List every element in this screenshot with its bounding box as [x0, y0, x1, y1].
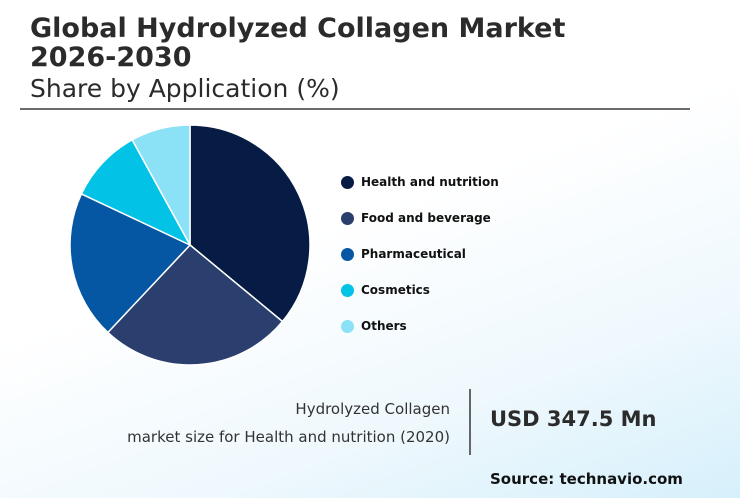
- legend-swatch: [341, 248, 354, 261]
- legend-item: Food and beverage: [341, 211, 499, 247]
- market-size-label-line2: market size for Health and nutrition (20…: [127, 428, 450, 446]
- legend-item: Pharmaceutical: [341, 247, 499, 283]
- legend-item: Health and nutrition: [341, 175, 499, 211]
- legend-item: Cosmetics: [341, 283, 499, 319]
- legend-swatch: [341, 284, 354, 297]
- chart-title: Global Hydrolyzed Collagen Market 2026-2…: [30, 13, 566, 73]
- source-credit: Source: technavio.com: [490, 470, 683, 488]
- pie-slice-food-and-beverage: [106, 243, 284, 366]
- market-size-label-line1: Hydrolyzed Collagen: [295, 400, 450, 418]
- legend-label: Others: [361, 319, 407, 333]
- vertical-divider: [469, 389, 471, 455]
- legend-swatch: [341, 320, 354, 333]
- divider: [20, 108, 690, 110]
- legend-swatch: [341, 212, 354, 225]
- legend-label: Cosmetics: [361, 283, 430, 297]
- chart-subtitle: Share by Application (%): [30, 74, 340, 103]
- legend-label: Food and beverage: [361, 211, 491, 225]
- pie-slice-cosmetics: [80, 138, 192, 247]
- legend-label: Health and nutrition: [361, 175, 499, 189]
- market-size-value: USD 347.5 Mn: [490, 407, 657, 431]
- legend-swatch: [341, 176, 354, 189]
- legend-label: Pharmaceutical: [361, 247, 466, 261]
- chart-legend: Health and nutrition Food and beverage Pha…: [341, 175, 499, 355]
- pie-slice-others: [131, 124, 191, 246]
- pie-slice-health-and-nutrition: [189, 124, 311, 323]
- pie-slice-pharmaceutical: [69, 192, 192, 334]
- legend-item: Others: [341, 319, 499, 355]
